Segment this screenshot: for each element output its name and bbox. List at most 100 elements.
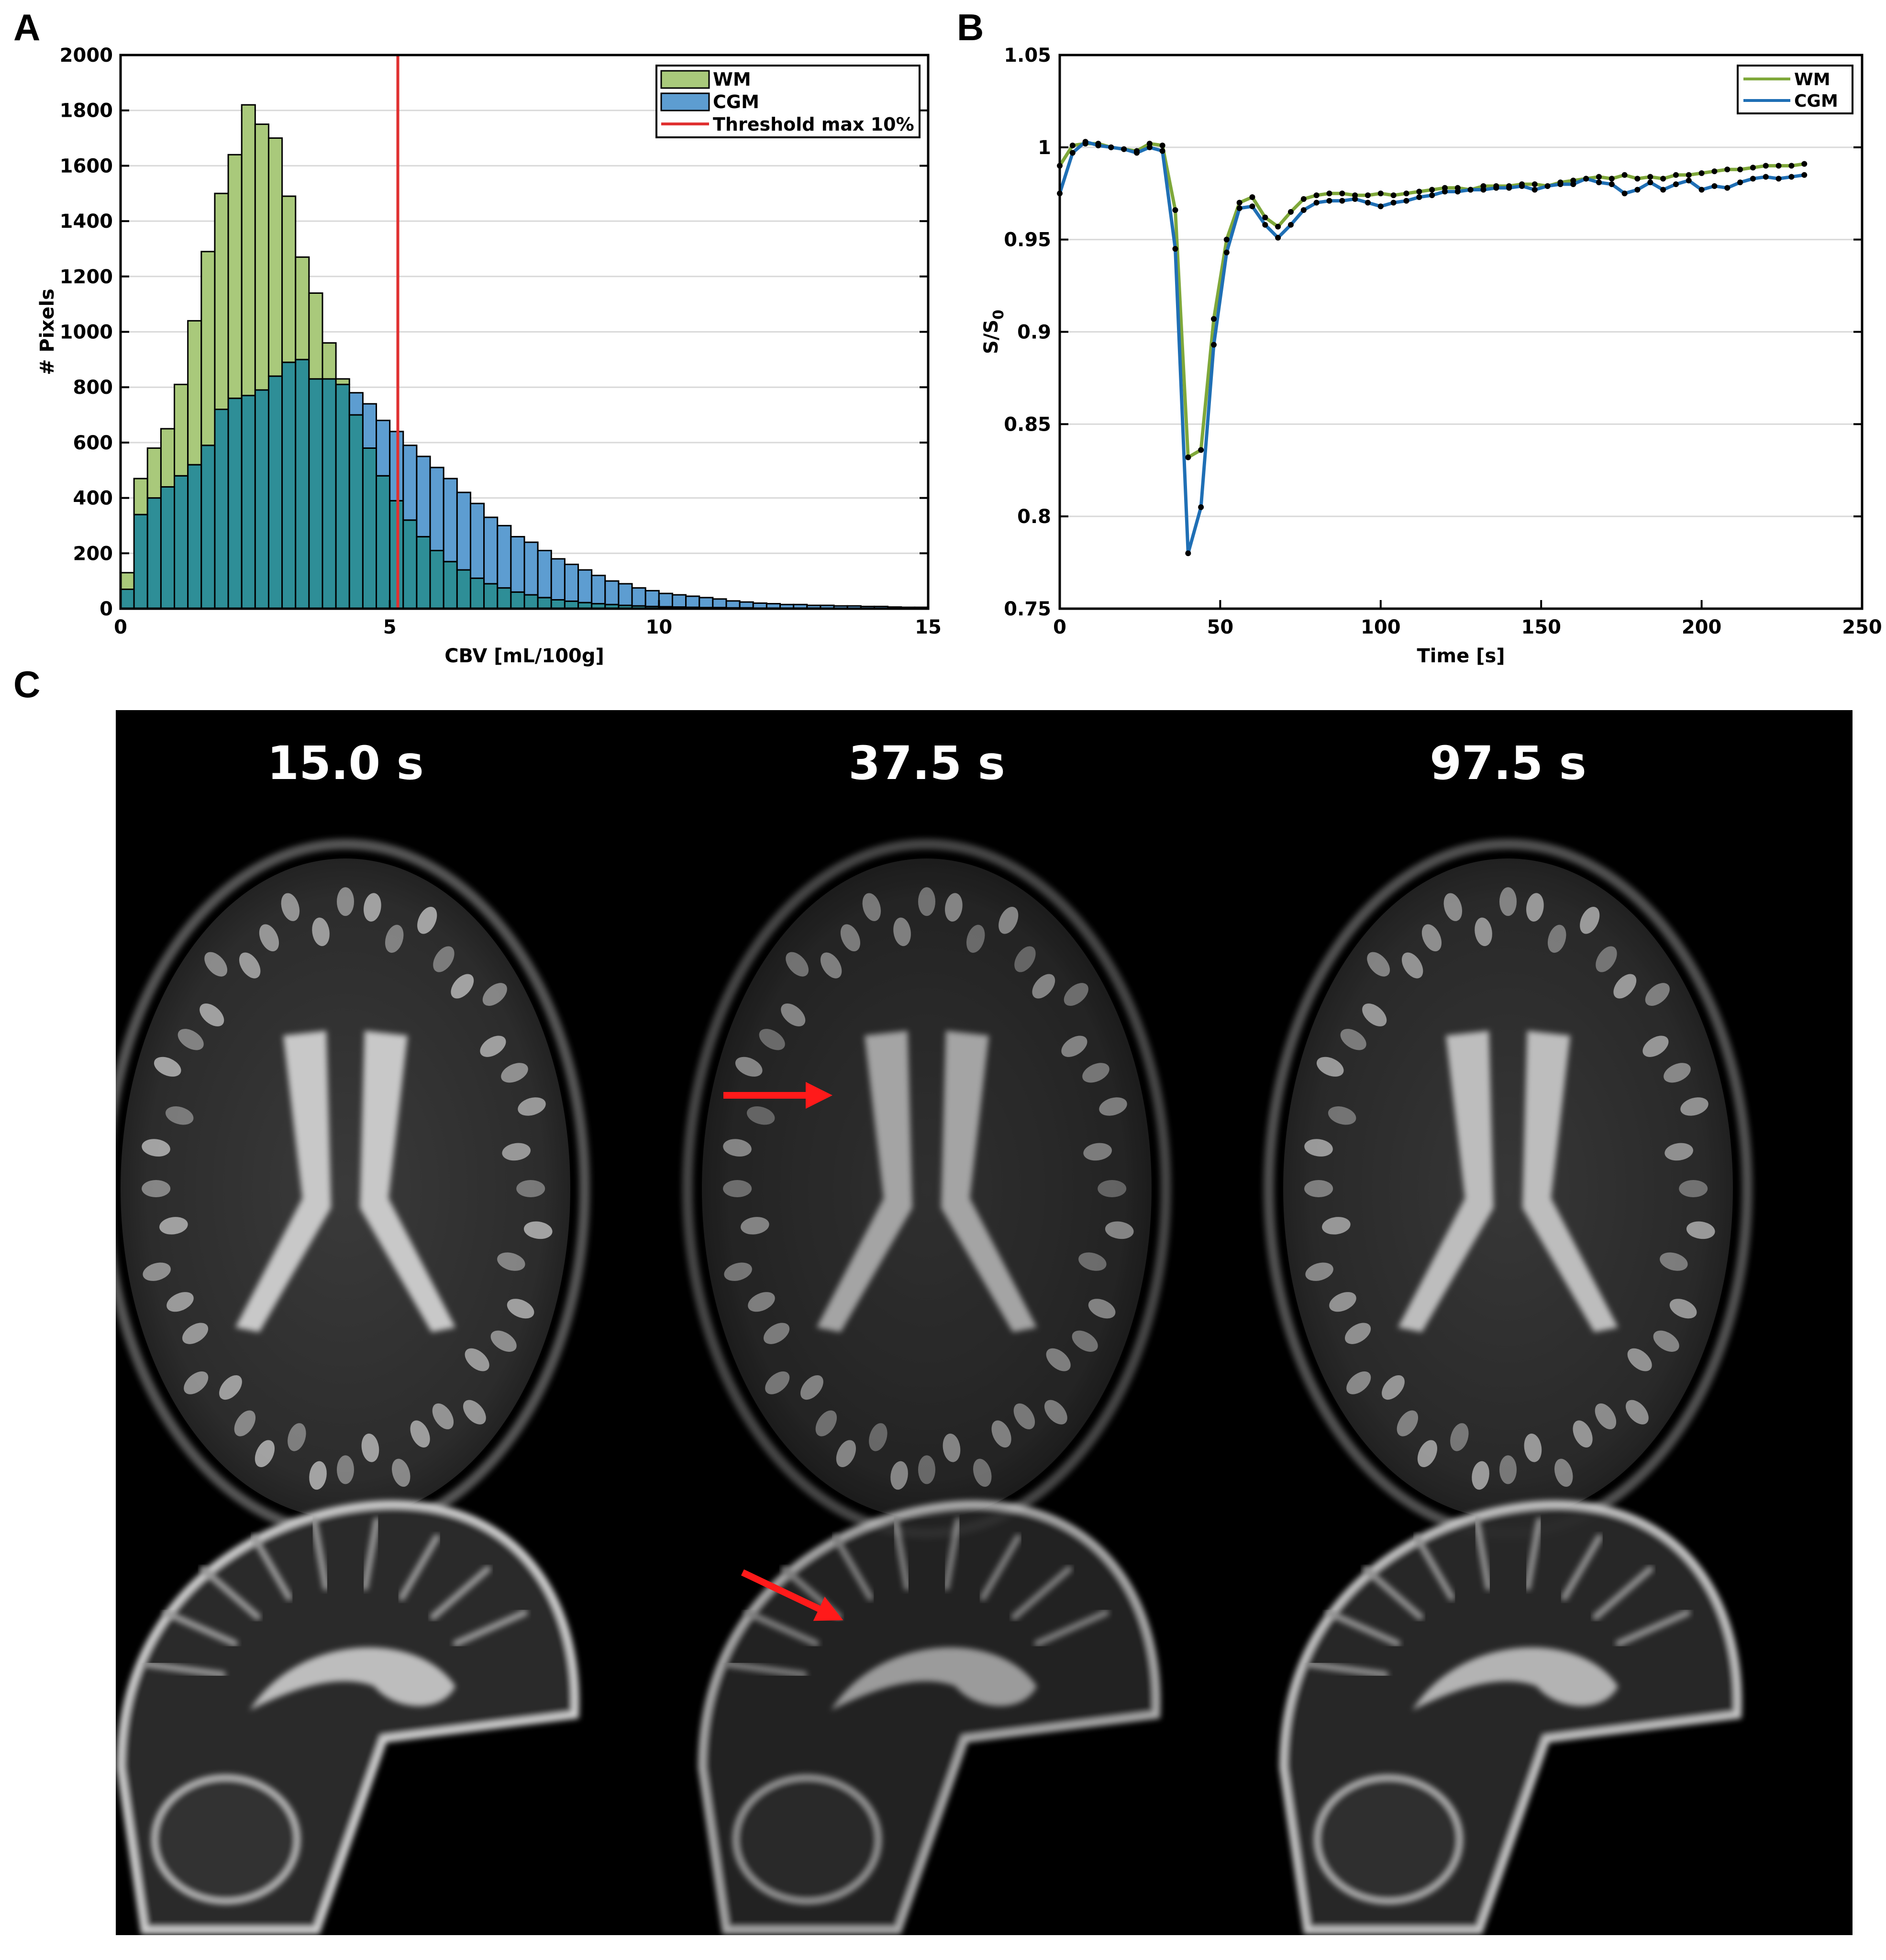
sulcus xyxy=(1325,1609,1401,1647)
cortical-vessel xyxy=(154,1057,181,1077)
histogram-bar-cgm xyxy=(685,595,700,608)
signal-line-chart: 0.75 0.8 0.85 0.9 0.95 1 1.05 0 50 100 150 200 250 Ti… xyxy=(980,45,1882,667)
ventricles xyxy=(817,1031,1037,1332)
x-tick-label: 0 xyxy=(1053,616,1066,638)
cortical-vessel xyxy=(815,1410,837,1437)
histogram-bar-overlap xyxy=(174,475,189,610)
histogram-bar-wm xyxy=(308,292,323,380)
histogram-bar-wm xyxy=(174,383,189,477)
histogram-bar-wm xyxy=(227,154,243,399)
cortical-vessel xyxy=(862,893,881,921)
legend-label: Threshold max 10% xyxy=(713,114,914,135)
cortical-vessel xyxy=(385,924,404,953)
data-point xyxy=(1352,196,1358,202)
data-point xyxy=(1249,203,1255,210)
cortical-vessel xyxy=(1083,1143,1112,1161)
right-ventricle xyxy=(1522,1031,1618,1332)
cortical-vessel xyxy=(1554,1459,1573,1487)
data-point xyxy=(1531,181,1538,187)
x-tick-label: 250 xyxy=(1842,616,1882,638)
histogram-bar-overlap xyxy=(429,550,444,610)
cortical-vessel xyxy=(219,1375,242,1400)
cortical-vessel xyxy=(507,1299,534,1319)
data-point xyxy=(1698,170,1705,176)
cortical-vessel xyxy=(759,1029,785,1050)
data-point xyxy=(1788,174,1795,180)
data-point xyxy=(1185,550,1191,557)
histogram-bar-cgm xyxy=(443,478,458,563)
histogram-bar-overlap xyxy=(160,486,176,610)
data-point xyxy=(1198,504,1204,510)
histogram-bar-cgm xyxy=(550,558,566,601)
cortical-vessel xyxy=(840,924,860,952)
histogram-bar-cgm xyxy=(537,550,552,599)
data-point xyxy=(1300,196,1307,202)
ventricles xyxy=(1398,1031,1618,1332)
data-point xyxy=(1557,181,1564,187)
cortical-vessel xyxy=(1401,952,1423,979)
corpus-callosum xyxy=(831,1647,1037,1710)
histogram-bar-overlap xyxy=(402,519,418,610)
cerebellum xyxy=(151,1774,300,1904)
cortical-vessel xyxy=(1105,1221,1134,1239)
data-point xyxy=(1210,316,1217,322)
cortical-vessel xyxy=(1499,887,1517,916)
y-tick-label: 400 xyxy=(73,488,113,510)
histogram-bar-wm xyxy=(214,192,229,410)
data-point xyxy=(1236,200,1243,206)
data-point xyxy=(1249,194,1255,200)
cortical-vessel xyxy=(1014,946,1036,972)
cortical-vessel xyxy=(1613,974,1637,999)
data-point xyxy=(1185,454,1191,460)
histogram-bar-cgm xyxy=(658,592,673,608)
cortical-vessel xyxy=(451,974,474,999)
y-tick-label: 1000 xyxy=(60,322,113,344)
histogram-bar-cgm xyxy=(376,420,391,477)
histogram-bar-overlap xyxy=(241,395,256,610)
cortical-vessel xyxy=(764,1323,790,1344)
histogram-bar-cgm xyxy=(456,491,471,571)
histogram-bar-overlap xyxy=(456,569,471,610)
cortical-vessel xyxy=(482,983,507,1006)
cortical-vessel xyxy=(869,1423,888,1451)
data-point xyxy=(1583,176,1589,182)
cortical-vessel xyxy=(1382,1375,1405,1400)
data-point xyxy=(1647,174,1653,180)
data-point xyxy=(1596,174,1602,180)
cortical-vessel xyxy=(1669,1299,1697,1319)
cortical-vessel xyxy=(178,1029,204,1050)
histogram-bar-cgm xyxy=(644,590,660,607)
data-point xyxy=(1095,142,1101,148)
cortical-vessel xyxy=(337,1455,354,1484)
data-point xyxy=(1275,234,1281,241)
data-point xyxy=(1069,150,1076,156)
data-point xyxy=(1172,245,1178,252)
data-point xyxy=(1454,189,1461,195)
cortical-vessel xyxy=(1305,1262,1333,1281)
histogram-bar-cgm xyxy=(577,569,593,603)
x-tick-label: 5 xyxy=(383,616,397,638)
brain-tissue xyxy=(702,858,1152,1519)
time-label-2: 37.5 s xyxy=(848,736,1005,790)
histogram-bar-wm xyxy=(335,378,350,385)
histogram-bar-overlap xyxy=(497,587,512,610)
sulcus xyxy=(832,1534,874,1601)
sulcus xyxy=(1306,1660,1389,1678)
data-point xyxy=(1596,179,1602,186)
cortical-vessel xyxy=(480,1036,506,1057)
data-point xyxy=(1737,167,1743,173)
sulcus xyxy=(453,1609,528,1647)
cortical-vessel xyxy=(501,1063,528,1083)
cortical-vessel xyxy=(259,924,279,952)
histogram-bar-cgm xyxy=(429,467,444,552)
data-point xyxy=(1506,185,1512,191)
data-point xyxy=(1210,342,1217,348)
y-tick-label: 1200 xyxy=(60,266,113,288)
cortical-vessel xyxy=(234,1410,256,1437)
histogram-bar-overlap xyxy=(443,561,458,610)
cortical-vessel xyxy=(1596,946,1617,972)
histogram-bar-cgm xyxy=(362,403,377,449)
x-tick-label: 0 xyxy=(114,616,127,638)
data-point xyxy=(1519,183,1525,189)
cortical-vessel xyxy=(1642,1036,1669,1057)
